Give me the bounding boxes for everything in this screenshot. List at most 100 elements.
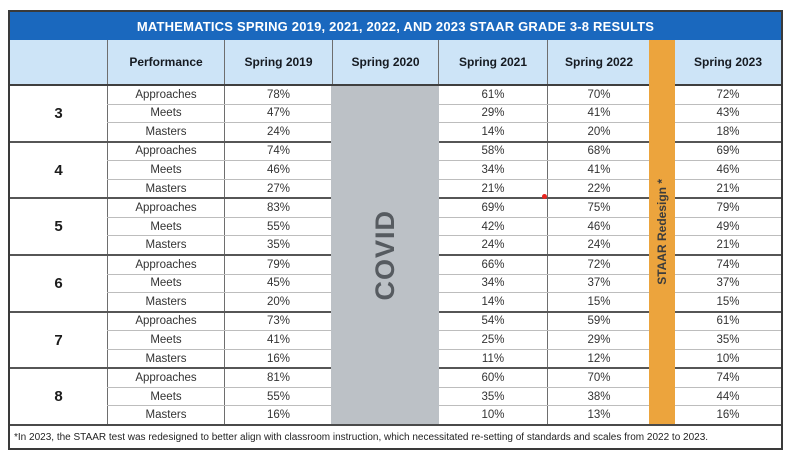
value-cell-2023: 46%: [674, 161, 781, 179]
performance-cell: Approaches: [107, 142, 224, 161]
value-cell-2023: 43%: [674, 104, 781, 123]
grade-label: 5: [54, 218, 63, 236]
table-row: Approaches 73% 54% 59% 61%: [107, 312, 781, 331]
table-row: Approaches 81% 60% 70% 74%: [107, 369, 781, 387]
performance-cell: Masters: [107, 406, 224, 425]
grade-label: 6: [54, 274, 63, 292]
value-cell-2021: 34%: [438, 274, 547, 293]
value-cell-2022: 37%: [547, 274, 650, 293]
value-cell-2023: 61%: [674, 312, 781, 331]
value-cell-2019: 81%: [224, 369, 332, 387]
value-cell-2019: 16%: [224, 406, 332, 425]
table-row: Meets 41% 25% 29% 35%: [107, 330, 781, 349]
value-cell-2021: 10%: [438, 406, 547, 425]
value-cell-2023: 49%: [674, 217, 781, 236]
value-cell-2021: 66%: [438, 256, 547, 274]
header-spring-2019: Spring 2019: [224, 40, 332, 84]
grade-label: 7: [54, 331, 63, 349]
value-cell-2019: 79%: [224, 256, 332, 274]
value-cell-2022: 15%: [547, 293, 650, 311]
value-cell-2021: 14%: [438, 293, 547, 311]
value-cell-2023: 10%: [674, 349, 781, 368]
value-cell-2021: 14%: [438, 123, 547, 141]
value-cell-2022: 22%: [547, 179, 650, 198]
performance-cell: Approaches: [107, 199, 224, 217]
grade-group-6: 6 Approaches 79% 66% 72% 74% Meets 45% 34% 37% 3…: [10, 254, 781, 311]
performance-cell: Masters: [107, 293, 224, 311]
value-cell-2022: 75%: [547, 199, 650, 217]
value-cell-2023: 69%: [674, 142, 781, 161]
performance-cell: Masters: [107, 349, 224, 368]
table-row: Masters 27% 21% 22% 21%: [107, 178, 781, 198]
table-row: Meets 55% 42% 46% 49%: [107, 216, 781, 236]
value-cell-2022: 38%: [547, 387, 650, 406]
value-cell-2022: 29%: [547, 331, 650, 349]
table-title: MATHEMATICS SPRING 2019, 2021, 2022, AND…: [10, 12, 781, 40]
performance-cell: Masters: [107, 179, 224, 198]
table-row: Approaches 74% 58% 68% 69%: [107, 142, 781, 161]
header-grade-blank: [10, 40, 107, 84]
value-cell-2022: 68%: [547, 142, 650, 161]
value-cell-2021: 60%: [438, 369, 547, 387]
table-row: Approaches 78% 61% 70% 72%: [107, 86, 781, 104]
table-row: Meets 45% 34% 37% 37%: [107, 273, 781, 293]
value-cell-2022: 24%: [547, 236, 650, 255]
header-performance: Performance: [107, 40, 224, 84]
table-row: Approaches 83% 69% 75% 79%: [107, 199, 781, 217]
value-cell-2021: 11%: [438, 349, 547, 368]
value-cell-2019: 47%: [224, 104, 332, 123]
header-spring-2023: Spring 2023: [674, 40, 781, 84]
value-cell-2019: 45%: [224, 274, 332, 293]
header-spring-2020: Spring 2020: [332, 40, 438, 84]
grade-label: 3: [54, 104, 63, 122]
table-row: Masters 24% 14% 20% 18%: [107, 122, 781, 141]
value-cell-2021: 42%: [438, 217, 547, 236]
performance-cell: Meets: [107, 104, 224, 123]
value-cell-2022: 13%: [547, 406, 650, 425]
grade-group-4: 4 Approaches 74% 58% 68% 69% Meets 46% 34% 41% 4…: [10, 140, 781, 198]
value-cell-2023: 72%: [674, 86, 781, 104]
value-cell-2023: 18%: [674, 123, 781, 141]
value-cell-2019: 20%: [224, 293, 332, 311]
value-cell-2022: 41%: [547, 104, 650, 123]
table-row: Masters 35% 24% 24% 21%: [107, 235, 781, 255]
table-row: Meets 47% 29% 41% 43%: [107, 103, 781, 123]
value-cell-2022: 41%: [547, 161, 650, 179]
covid-column-overlay: COVID: [331, 86, 439, 424]
performance-cell: Masters: [107, 236, 224, 255]
value-cell-2019: 24%: [224, 123, 332, 141]
grade-label: 8: [54, 388, 63, 406]
value-cell-2019: 41%: [224, 331, 332, 349]
value-cell-2019: 35%: [224, 236, 332, 255]
value-cell-2023: 37%: [674, 274, 781, 293]
value-cell-2021: 21%: [438, 179, 547, 198]
value-cell-2023: 15%: [674, 293, 781, 311]
table-row: Meets 46% 34% 41% 46%: [107, 160, 781, 179]
staar-redesign-label: STAAR Redesign *: [655, 179, 669, 285]
table-row: Approaches 79% 66% 72% 74%: [107, 256, 781, 274]
footnote: *In 2023, the STAAR test was redesigned …: [10, 424, 781, 448]
value-cell-2021: 24%: [438, 236, 547, 255]
value-cell-2022: 12%: [547, 349, 650, 368]
value-cell-2023: 21%: [674, 236, 781, 255]
performance-cell: Approaches: [107, 312, 224, 331]
value-cell-2023: 74%: [674, 369, 781, 387]
value-cell-2019: 27%: [224, 179, 332, 198]
value-cell-2021: 29%: [438, 104, 547, 123]
table-row: Masters 16% 10% 13% 16%: [107, 405, 781, 425]
header-spring-2022: Spring 2022: [547, 40, 650, 84]
value-cell-2019: 78%: [224, 86, 332, 104]
performance-cell: Masters: [107, 123, 224, 141]
header-spring-2021: Spring 2021: [438, 40, 547, 84]
table-row: Meets 55% 35% 38% 44%: [107, 386, 781, 406]
performance-cell: Approaches: [107, 256, 224, 274]
performance-cell: Meets: [107, 161, 224, 179]
value-cell-2022: 70%: [547, 86, 650, 104]
performance-cell: Meets: [107, 387, 224, 406]
value-cell-2021: 25%: [438, 331, 547, 349]
value-cell-2023: 16%: [674, 406, 781, 425]
value-cell-2021: 58%: [438, 142, 547, 161]
performance-cell: Approaches: [107, 369, 224, 387]
value-cell-2019: 73%: [224, 312, 332, 331]
